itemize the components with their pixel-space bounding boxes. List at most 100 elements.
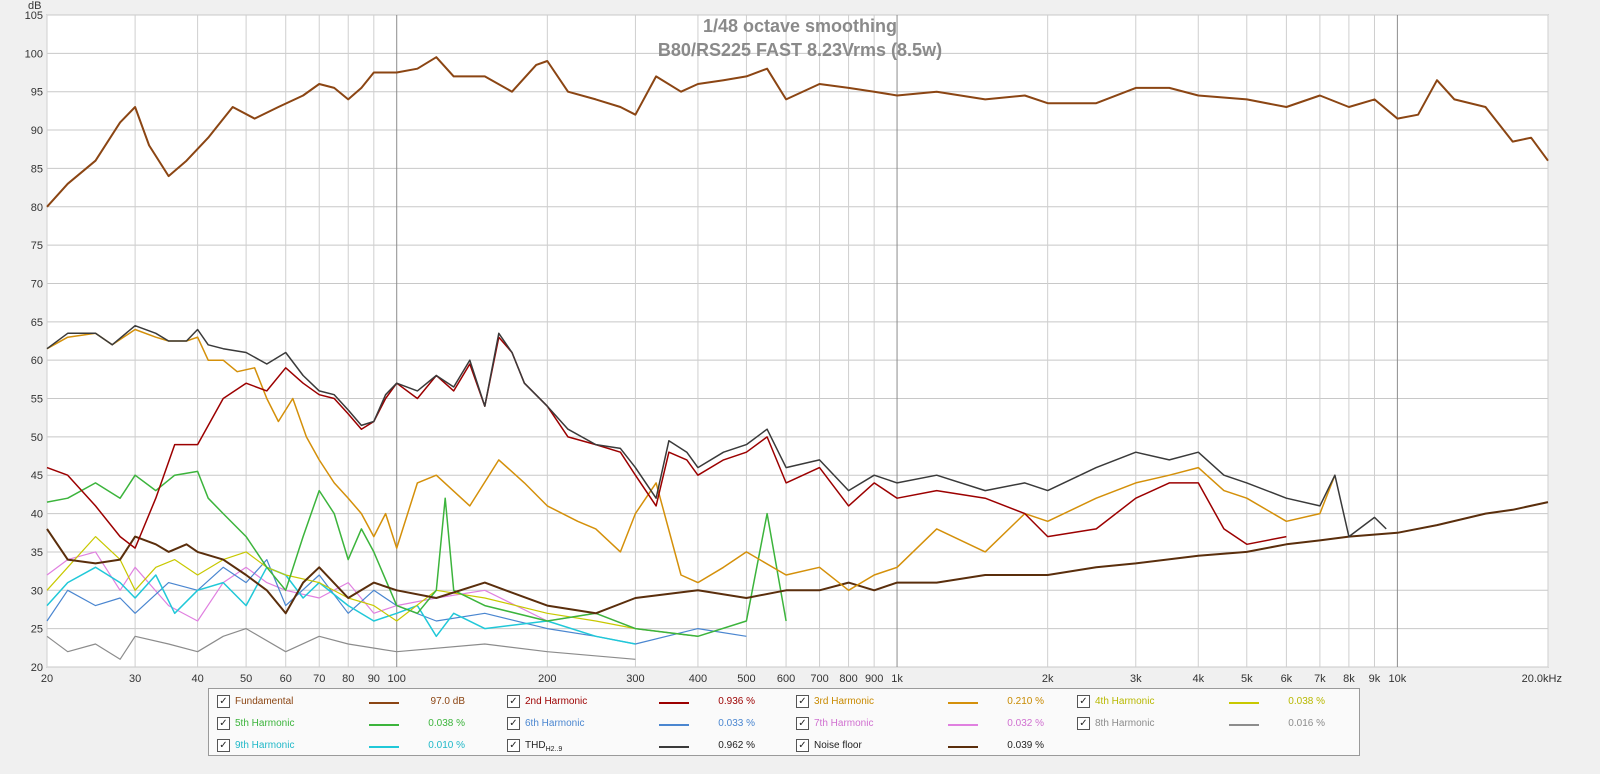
- x-tick-label: 60: [280, 673, 292, 685]
- x-tick-label: 90: [368, 673, 380, 685]
- x-tick-label: 70: [313, 673, 325, 685]
- legend-item-thd: ✓ THDH2..9 0.962 %: [507, 736, 777, 756]
- legend-item-9th-harmonic: ✓ 9th Harmonic 0.010 %: [217, 736, 487, 756]
- legend-checkbox-noise-floor[interactable]: ✓: [796, 739, 809, 752]
- series-line-noise-floor: [46, 501, 1549, 615]
- legend-swatch: [659, 724, 689, 726]
- y-tick-label: 40: [31, 509, 43, 521]
- series-line-3rd-harmonic: [46, 328, 1336, 592]
- x-tick-label: 4k: [1192, 673, 1204, 685]
- series-line-9th-harmonic: [46, 566, 636, 645]
- y-axis-ticks: 105 100 95 90 85 80 75 70 65 60 55 50 45 40 35 30 25 20: [25, 10, 43, 674]
- legend-item-4th-harmonic: ✓ 4th Harmonic 0.038 %: [1077, 692, 1347, 712]
- legend-label: Noise floor: [814, 740, 862, 751]
- x-tick-label: 20: [41, 673, 53, 685]
- series-line-4th-harmonic: [46, 536, 698, 637]
- plot-area: [46, 14, 1549, 668]
- legend-value: 0.936 %: [718, 696, 755, 707]
- legend-value: 0.210 %: [1007, 696, 1044, 707]
- y-tick-label: 25: [31, 624, 43, 636]
- legend-value: 0.010 %: [428, 740, 465, 751]
- legend-checkbox-9th-harmonic[interactable]: ✓: [217, 739, 230, 752]
- x-tick-label: 20.0kHz: [1522, 673, 1562, 685]
- y-axis-label: dB: [28, 0, 41, 12]
- x-tick-label: 7k: [1314, 673, 1326, 685]
- y-tick-label: 100: [25, 48, 43, 60]
- legend-panel: ✓ Fundamental 97.0 dB ✓ 2nd Harmonic 0.936 % ✓…: [208, 688, 1360, 756]
- legend-item-8th-harmonic: ✓ 8th Harmonic 0.016 %: [1077, 714, 1347, 734]
- legend-checkbox-7th-harmonic[interactable]: ✓: [796, 717, 809, 730]
- x-tick-label: 800: [839, 673, 857, 685]
- y-tick-label: 75: [31, 240, 43, 252]
- x-tick-label: 400: [689, 673, 707, 685]
- legend-swatch: [369, 724, 399, 726]
- legend-label: 8th Harmonic: [1095, 718, 1155, 729]
- chart-title: 1/48 octave smoothing: [703, 16, 897, 36]
- legend-swatch: [369, 746, 399, 748]
- x-tick-label: 500: [737, 673, 755, 685]
- legend-checkbox-8th-harmonic[interactable]: ✓: [1077, 717, 1090, 730]
- y-tick-label: 105: [25, 10, 43, 22]
- x-tick-label: 9k: [1369, 673, 1381, 685]
- legend-item-fundamental: ✓ Fundamental 97.0 dB: [217, 692, 487, 712]
- x-tick-label: 300: [626, 673, 644, 685]
- x-tick-label: 80: [342, 673, 354, 685]
- legend-label: THDH2..9: [525, 740, 563, 753]
- y-tick-label: 95: [31, 87, 43, 99]
- legend-label: 9th Harmonic: [235, 740, 295, 751]
- legend-value: 0.033 %: [718, 718, 755, 729]
- legend-swatch: [1229, 724, 1259, 726]
- x-tick-label: 600: [777, 673, 795, 685]
- y-tick-label: 45: [31, 470, 43, 482]
- legend-checkbox-fundamental[interactable]: ✓: [217, 695, 230, 708]
- legend-label: 3rd Harmonic: [814, 696, 875, 707]
- legend-item-5th-harmonic: ✓ 5th Harmonic 0.038 %: [217, 714, 487, 734]
- legend-label: 6th Harmonic: [525, 718, 585, 729]
- legend-label-subscript: H2..9: [545, 746, 563, 753]
- series-group: [46, 56, 1549, 660]
- x-tick-label: 900: [865, 673, 883, 685]
- legend-value: 0.038 %: [1288, 696, 1325, 707]
- legend-checkbox-thd[interactable]: ✓: [507, 739, 520, 752]
- legend-swatch: [948, 724, 978, 726]
- y-tick-label: 85: [31, 163, 43, 175]
- legend-swatch: [369, 702, 399, 704]
- x-tick-label: 1k: [891, 673, 903, 685]
- y-tick-label: 60: [31, 355, 43, 367]
- x-tick-label: 40: [191, 673, 203, 685]
- x-tick-label: 200: [538, 673, 556, 685]
- legend-item-2nd-harmonic: ✓ 2nd Harmonic 0.936 %: [507, 692, 777, 712]
- legend-value: 0.038 %: [428, 718, 465, 729]
- legend-value: 0.016 %: [1288, 718, 1325, 729]
- legend-checkbox-3rd-harmonic[interactable]: ✓: [796, 695, 809, 708]
- x-axis-ticks: 20 30 40 50 60 70 80 90 100 200 300 400 500 600 700 800…: [41, 673, 1562, 685]
- x-tick-label: 10k: [1389, 673, 1407, 685]
- legend-value: 0.032 %: [1007, 718, 1044, 729]
- x-tick-label: 30: [129, 673, 141, 685]
- y-tick-label: 20: [31, 662, 43, 674]
- legend-swatch: [659, 702, 689, 704]
- y-tick-label: 35: [31, 547, 43, 559]
- legend-checkbox-2nd-harmonic[interactable]: ✓: [507, 695, 520, 708]
- legend-label: 2nd Harmonic: [525, 696, 588, 707]
- series-line-thd: [46, 324, 1387, 538]
- y-tick-label: 55: [31, 394, 43, 406]
- x-tick-label: 2k: [1042, 673, 1054, 685]
- legend-item-noise-floor: ✓ Noise floor 0.039 %: [796, 736, 1066, 756]
- legend-label: 5th Harmonic: [235, 718, 295, 729]
- legend-checkbox-4th-harmonic[interactable]: ✓: [1077, 695, 1090, 708]
- series-line-6th-harmonic: [46, 559, 747, 645]
- y-tick-label: 90: [31, 125, 43, 137]
- y-tick-label: 70: [31, 278, 43, 290]
- y-tick-label: 80: [31, 202, 43, 214]
- legend-label: 7th Harmonic: [814, 718, 874, 729]
- legend-item-7th-harmonic: ✓ 7th Harmonic 0.032 %: [796, 714, 1066, 734]
- series-line-8th-harmonic: [46, 628, 636, 660]
- x-tick-label: 700: [810, 673, 828, 685]
- legend-label: 4th Harmonic: [1095, 696, 1155, 707]
- x-tick-label: 5k: [1241, 673, 1253, 685]
- legend-checkbox-5th-harmonic[interactable]: ✓: [217, 717, 230, 730]
- x-tick-label: 8k: [1343, 673, 1355, 685]
- legend-swatch: [948, 746, 978, 748]
- legend-checkbox-6th-harmonic[interactable]: ✓: [507, 717, 520, 730]
